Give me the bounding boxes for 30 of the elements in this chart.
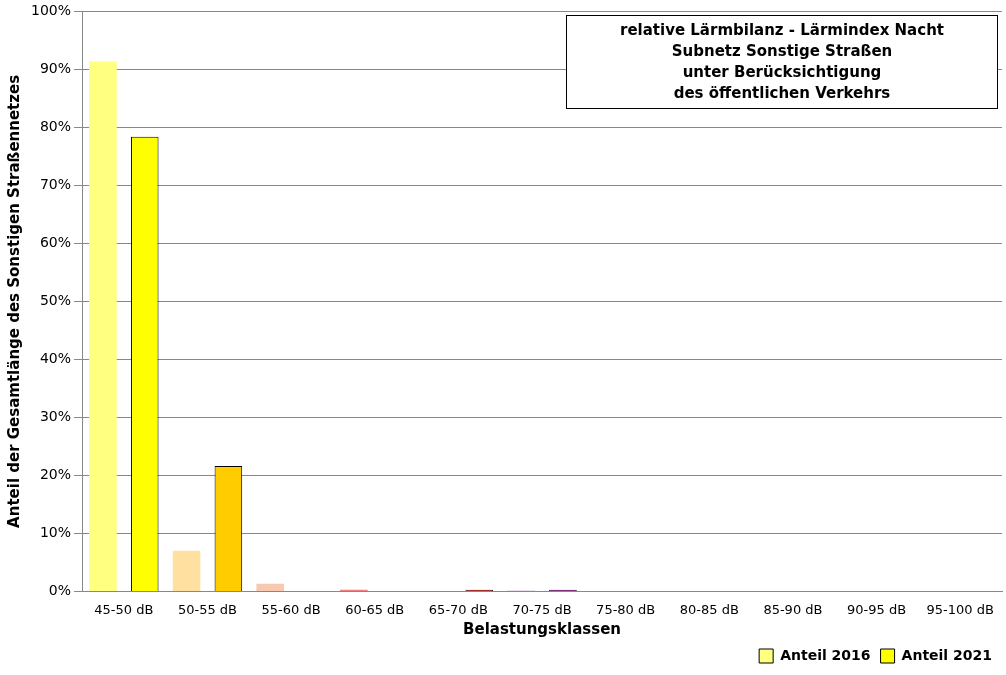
x-tick-label: 75-80 dB <box>596 601 656 617</box>
x-tick-label: 50-55 dB <box>177 601 238 617</box>
y-tick-label: 0% <box>48 582 72 599</box>
legend-label: Anteil 2016 <box>780 646 871 663</box>
y-tick-label: 50% <box>39 292 72 309</box>
x-tick-label: 45-50 dB <box>94 601 154 617</box>
x-tick-label: 60-65 dB <box>345 601 405 617</box>
text: relative Lärmbilanz - Lärmindex Nacht Subnetz Sonstige Straßen unter Berücksichtigung des öffentlichen Verkehrs <box>619 20 945 105</box>
y-tick-label: 90% <box>39 60 72 77</box>
y-tick-label: 80% <box>39 118 72 135</box>
x-axis-title: Belastungsklassen <box>463 619 621 638</box>
y-tick-label: 40% <box>39 350 72 367</box>
bar <box>89 61 117 591</box>
y-tick-label: 30% <box>39 408 72 425</box>
x-tick-label: 70-75 dB <box>512 601 572 617</box>
bar <box>172 550 201 591</box>
y-tick-label: 10% <box>39 524 72 541</box>
legend-label: Anteil 2021 <box>901 646 993 663</box>
x-tick-label: 90-95 dB <box>847 601 907 617</box>
x-tick-label: 95-100 dB <box>926 601 994 617</box>
x-tick-label: 85-90 dB <box>763 601 823 617</box>
y-tick-label: 70% <box>39 176 72 193</box>
y-tick-label: 100% <box>30 2 72 19</box>
x-tick-label: 65-70 dB <box>428 601 488 617</box>
y-axis-title: Anteil der Gesamtlänge des Sonstigen Straßennetzes <box>4 74 23 528</box>
y-tick-label: 60% <box>39 234 72 251</box>
x-tick-label: 80-85 dB <box>679 601 739 617</box>
x-tick-label: 55-60 dB <box>261 601 321 617</box>
y-tick-label: 20% <box>39 466 72 483</box>
bar <box>256 583 284 591</box>
